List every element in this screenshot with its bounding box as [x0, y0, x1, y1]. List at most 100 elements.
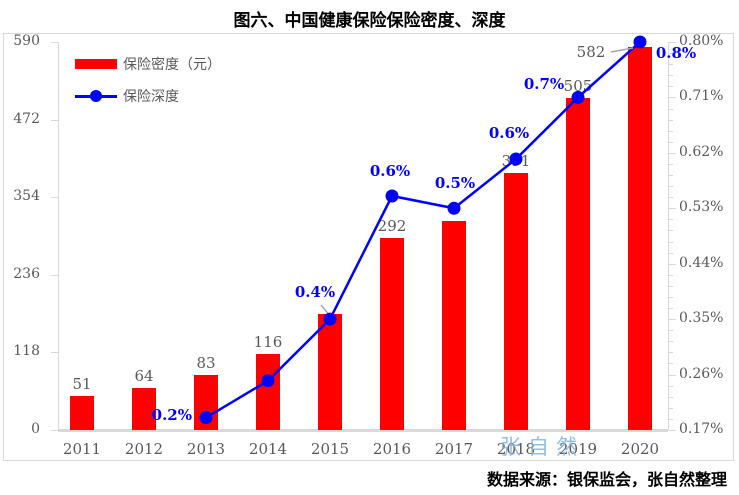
bar-2017 [442, 220, 466, 430]
right-axis-minor-tick [669, 230, 673, 232]
right-axis-minor-tick [669, 219, 673, 221]
left-axis-tick [51, 274, 58, 276]
x-axis-label-2017: 2017 [434, 440, 474, 458]
x-axis-line [58, 429, 668, 432]
x-axis-label-2012: 2012 [124, 440, 164, 458]
left-axis-tick-label: 236 [13, 265, 40, 282]
right-axis-minor-tick [669, 64, 673, 66]
right-axis-tick [669, 97, 676, 99]
bar-value-label-2013: 83 [196, 354, 216, 373]
right-axis-tick-label: 0.44% [679, 254, 724, 271]
right-axis-tick [669, 430, 676, 431]
right-axis-tick-label: 0.26% [679, 365, 724, 382]
right-axis-minor-tick [669, 418, 673, 420]
right-axis-tick [669, 374, 676, 376]
right-axis-minor-tick [669, 130, 673, 132]
x-axis-label-2020: 2020 [620, 440, 660, 458]
left-axis-tick [51, 430, 58, 431]
right-axis-tick-label: 0.53% [679, 199, 724, 216]
bar-value-label-2020: 582 [576, 43, 606, 61]
right-axis-minor-tick [669, 341, 673, 343]
x-axis-label-2014: 2014 [248, 440, 288, 458]
right-axis-minor-tick [669, 119, 673, 121]
depth-value-label-2013: 0.2% [151, 405, 192, 424]
bar-value-label-2011: 51 [72, 375, 92, 394]
x-axis-label-2015: 2015 [310, 440, 350, 458]
depth-value-label-2020: 0.8% [655, 44, 697, 62]
left-axis-tick [51, 119, 58, 121]
depth-value-label-2018: 0.6% [488, 124, 530, 143]
bar-2014 [256, 353, 280, 430]
bar-2011 [70, 396, 94, 430]
bar-value-label-2014: 116 [253, 332, 283, 351]
chart-title: 图六、中国健康保险保险密度、深度 [233, 11, 506, 31]
bar-2015 [318, 314, 342, 430]
depth-value-label-2017: 0.5% [434, 174, 476, 193]
right-axis-minor-tick [669, 352, 673, 354]
right-axis-minor-tick [669, 108, 673, 110]
right-axis-tick [669, 208, 676, 210]
bar-2013 [194, 375, 218, 430]
legend: 保险密度（元） 保险深度 [75, 52, 221, 116]
right-axis-minor-tick [669, 163, 673, 165]
left-axis-tick-label: 0 [31, 421, 40, 437]
left-axis-tick [51, 197, 58, 199]
legend-item-depth: 保险深度 [75, 84, 221, 108]
right-axis-minor-tick [669, 53, 673, 55]
left-axis-tick-label: 118 [13, 343, 40, 360]
right-axis-minor-tick [669, 296, 673, 298]
x-axis-label-2016: 2016 [372, 440, 412, 458]
right-axis-tick [669, 263, 676, 265]
right-axis-tick-label: 0.35% [679, 310, 724, 327]
source-note: 数据来源：银保监会，张自然整理 [486, 470, 727, 489]
left-axis-tick [51, 42, 58, 43]
x-axis-label-2019: 2019 [558, 440, 598, 458]
right-axis-tick-label: 0.62% [679, 143, 724, 160]
x-axis-label-2011: 2011 [62, 440, 102, 458]
right-axis-tick-label: 0.80% [679, 33, 724, 49]
left-axis-tick-label: 590 [13, 33, 40, 49]
right-axis-minor-tick [669, 396, 673, 398]
bar-2016 [380, 237, 404, 430]
x-axis-label-2013: 2013 [186, 440, 226, 458]
right-axis-minor-tick [669, 252, 673, 254]
left-axis-tick-label: 472 [13, 110, 40, 127]
right-axis-minor-tick [669, 330, 673, 332]
right-axis-minor-tick [669, 308, 673, 310]
right-axis-tick-label: 0.71% [679, 88, 724, 105]
right-axis-minor-tick [669, 75, 673, 77]
right-axis-minor-tick [669, 363, 673, 365]
density-bar-swatch-icon [75, 59, 117, 69]
bar-value-label-2016: 292 [377, 216, 407, 235]
left-axis-line [58, 42, 59, 430]
depth-value-label-2015: 0.4% [294, 283, 336, 302]
right-axis-minor-tick [669, 197, 673, 199]
right-axis-minor-tick [669, 385, 673, 387]
right-axis-minor-tick [669, 175, 673, 177]
right-axis-minor-tick [669, 274, 673, 276]
right-axis-minor-tick [669, 141, 673, 143]
right-axis-minor-tick [669, 86, 673, 88]
bar-value-label-2018: 391 [501, 151, 531, 170]
right-axis-minor-tick [669, 285, 673, 287]
depth-value-label-2019: 0.7% [523, 75, 565, 94]
bar-value-label-2019: 505 [563, 76, 593, 95]
right-axis-tick [669, 319, 676, 321]
watermark: 张自然 [500, 435, 584, 459]
legend-item-density: 保险密度（元） [75, 52, 221, 76]
right-axis-tick [669, 42, 676, 43]
left-axis-tick [51, 352, 58, 354]
legend-depth-label: 保险深度 [123, 89, 179, 105]
x-axis-label-2018: 2018 [496, 440, 536, 458]
bar-value-label-2012: 64 [134, 366, 154, 385]
right-axis-line [668, 42, 669, 430]
left-axis-tick-label: 354 [13, 188, 40, 205]
right-axis-minor-tick [669, 186, 673, 188]
legend-density-label: 保险密度（元） [123, 57, 221, 73]
bar-2019 [566, 97, 590, 430]
right-axis-tick-label: 0.17% [679, 421, 724, 437]
right-axis-tick [669, 152, 676, 154]
right-axis-minor-tick [669, 241, 673, 243]
bar-2018 [504, 172, 528, 430]
depth-line-swatch-icon [75, 90, 117, 102]
